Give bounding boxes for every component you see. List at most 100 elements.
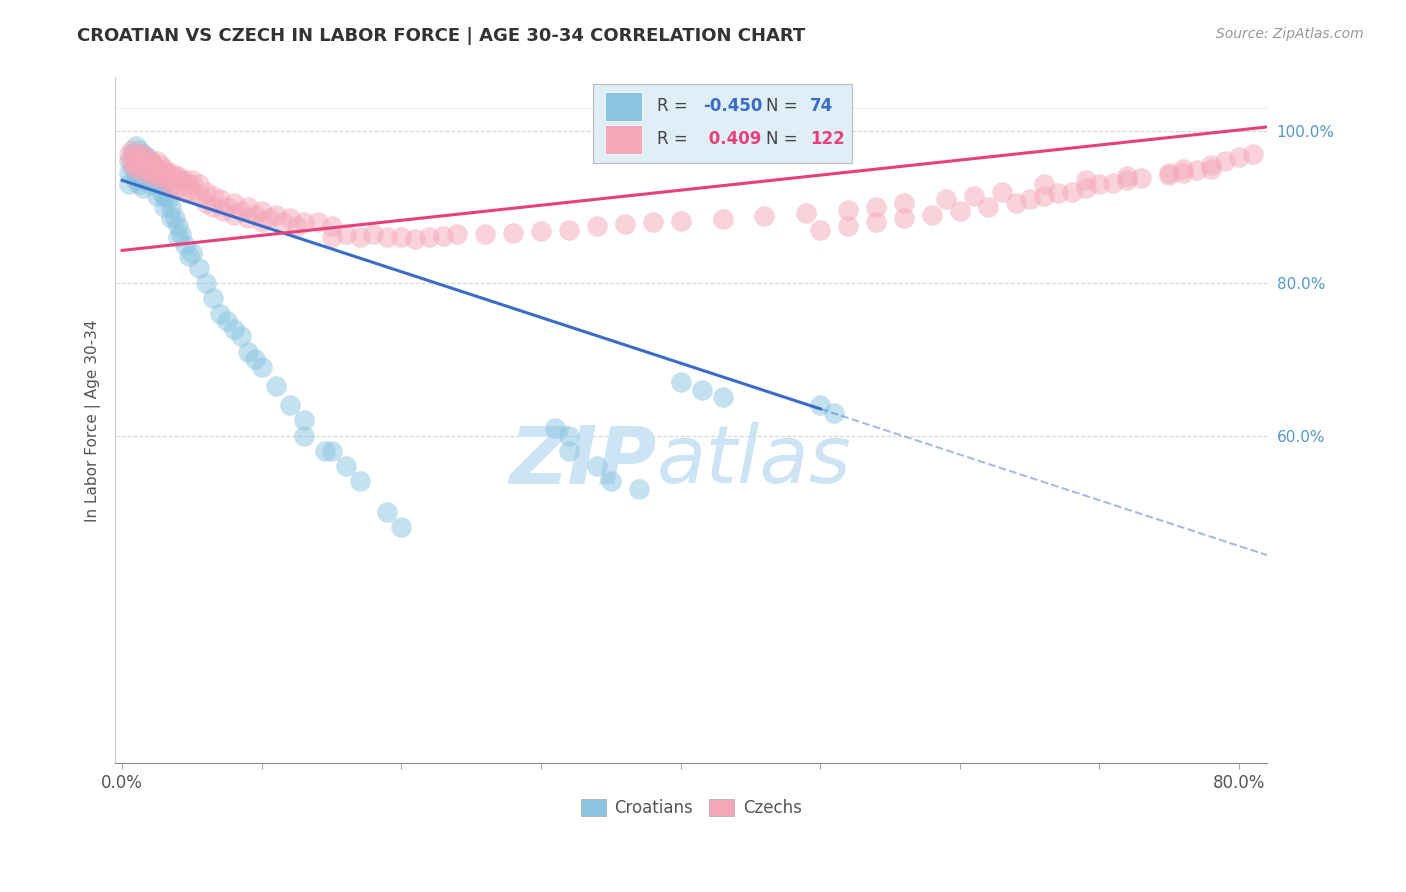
Point bbox=[208, 307, 231, 321]
Point bbox=[146, 188, 169, 202]
Point bbox=[170, 173, 193, 187]
Point bbox=[128, 143, 150, 157]
Point bbox=[823, 406, 845, 420]
Point bbox=[122, 158, 145, 172]
Point bbox=[201, 188, 224, 202]
Point bbox=[949, 203, 972, 218]
Point bbox=[599, 475, 621, 489]
Text: Source: ZipAtlas.com: Source: ZipAtlas.com bbox=[1216, 27, 1364, 41]
Point bbox=[1032, 177, 1054, 191]
Text: -0.450: -0.450 bbox=[703, 97, 762, 115]
Point bbox=[292, 413, 315, 427]
Point bbox=[125, 161, 148, 176]
Point bbox=[157, 192, 180, 206]
Point bbox=[132, 181, 155, 195]
Point bbox=[314, 443, 336, 458]
Point bbox=[124, 150, 146, 164]
Point bbox=[250, 359, 273, 374]
Point bbox=[321, 230, 343, 244]
Point bbox=[229, 203, 252, 218]
Point bbox=[292, 428, 315, 442]
Point bbox=[1032, 188, 1054, 202]
Bar bbox=[605, 92, 641, 120]
Point bbox=[118, 177, 141, 191]
Point bbox=[153, 161, 176, 176]
Point bbox=[389, 230, 412, 244]
Point bbox=[669, 213, 692, 227]
Point bbox=[292, 215, 315, 229]
Point bbox=[335, 458, 357, 473]
Point bbox=[201, 200, 224, 214]
Point bbox=[146, 166, 169, 180]
Point bbox=[215, 314, 238, 328]
Point bbox=[136, 173, 159, 187]
Point bbox=[257, 211, 280, 226]
Point bbox=[1159, 166, 1181, 180]
Point bbox=[142, 158, 165, 172]
Point bbox=[150, 169, 173, 184]
Point bbox=[794, 206, 817, 220]
Point bbox=[1187, 163, 1209, 178]
Point bbox=[977, 200, 1000, 214]
Point bbox=[128, 166, 150, 180]
Point bbox=[389, 520, 412, 534]
Point bbox=[160, 177, 183, 191]
Point bbox=[188, 260, 211, 275]
Point bbox=[669, 375, 692, 389]
Point bbox=[165, 169, 187, 184]
Point bbox=[122, 146, 145, 161]
FancyBboxPatch shape bbox=[593, 85, 852, 163]
Point bbox=[349, 230, 371, 244]
Point bbox=[1116, 169, 1139, 184]
Point bbox=[118, 146, 141, 161]
Point bbox=[174, 173, 197, 187]
Point bbox=[711, 212, 734, 227]
Point bbox=[711, 391, 734, 405]
Point bbox=[121, 143, 143, 157]
Point bbox=[122, 161, 145, 176]
Point bbox=[935, 192, 957, 206]
Point bbox=[132, 158, 155, 172]
Point bbox=[285, 219, 308, 233]
Point bbox=[808, 398, 831, 412]
Point bbox=[271, 215, 294, 229]
Point bbox=[377, 505, 399, 519]
Point bbox=[179, 250, 201, 264]
Point bbox=[1159, 168, 1181, 182]
Point bbox=[142, 173, 165, 187]
Text: 0.409: 0.409 bbox=[703, 130, 761, 148]
Point bbox=[139, 166, 162, 180]
Point bbox=[1060, 185, 1083, 199]
Point bbox=[194, 185, 217, 199]
Point bbox=[131, 154, 153, 169]
Point bbox=[990, 185, 1012, 199]
Point bbox=[146, 169, 169, 184]
Point bbox=[128, 146, 150, 161]
Point bbox=[236, 211, 259, 226]
Point bbox=[194, 276, 217, 290]
Point bbox=[134, 166, 156, 180]
Point bbox=[1130, 171, 1153, 186]
Point bbox=[142, 169, 165, 184]
Point bbox=[136, 154, 159, 169]
Point bbox=[160, 211, 183, 226]
Point bbox=[125, 161, 148, 176]
Point bbox=[243, 208, 266, 222]
Point bbox=[136, 161, 159, 176]
Point bbox=[754, 209, 776, 223]
Point bbox=[118, 166, 141, 180]
Legend: Croatians, Czechs: Croatians, Czechs bbox=[574, 792, 808, 823]
Point bbox=[118, 154, 141, 169]
Point bbox=[132, 169, 155, 184]
Point bbox=[250, 215, 273, 229]
Point bbox=[278, 211, 301, 226]
Point bbox=[167, 169, 190, 184]
Point bbox=[153, 177, 176, 191]
Text: atlas: atlas bbox=[657, 423, 851, 500]
Point bbox=[128, 154, 150, 169]
Point bbox=[142, 161, 165, 176]
Point bbox=[641, 215, 664, 229]
Point bbox=[128, 158, 150, 172]
Text: N =: N = bbox=[766, 97, 803, 115]
Point bbox=[170, 227, 193, 241]
